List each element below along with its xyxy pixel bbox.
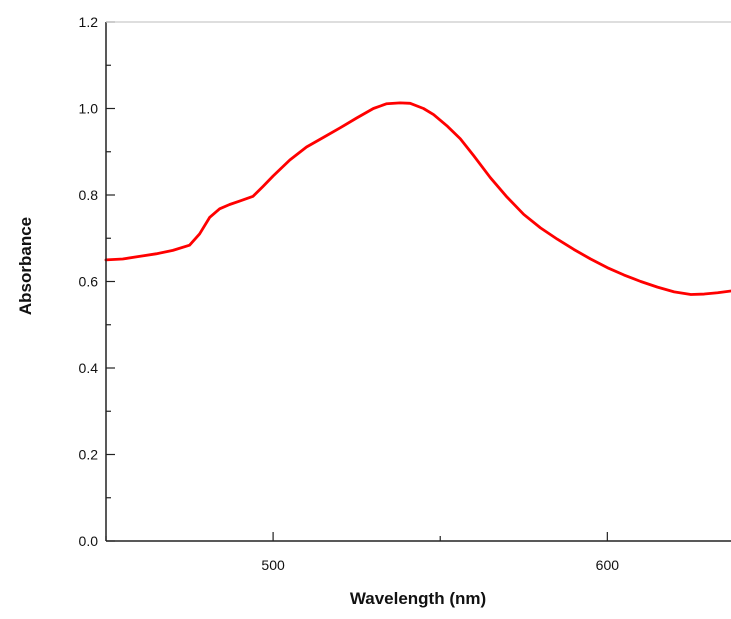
tick-layer: 0.0 0.2 0.4 0.6 0.8 1.0 1.2 500 600 bbox=[79, 14, 620, 573]
plot-layer bbox=[104, 101, 731, 296]
y-tick-label: 0.0 bbox=[79, 533, 99, 549]
x-tick-label: 500 bbox=[261, 557, 285, 573]
y-tick-label: 0.4 bbox=[79, 360, 99, 376]
x-tick-label: 600 bbox=[596, 557, 620, 573]
y-tick-label: 0.6 bbox=[79, 274, 99, 290]
y-tick-label: 0.8 bbox=[79, 187, 99, 203]
y-tick-label: 0.2 bbox=[79, 447, 99, 463]
y-axis-title: Absorbance bbox=[16, 217, 35, 315]
y-tick-label: 1.0 bbox=[79, 101, 99, 117]
x-axis-title: Wavelength (nm) bbox=[350, 589, 486, 608]
y-tick-label: 1.2 bbox=[79, 14, 99, 30]
absorbance-series-line bbox=[104, 101, 731, 296]
